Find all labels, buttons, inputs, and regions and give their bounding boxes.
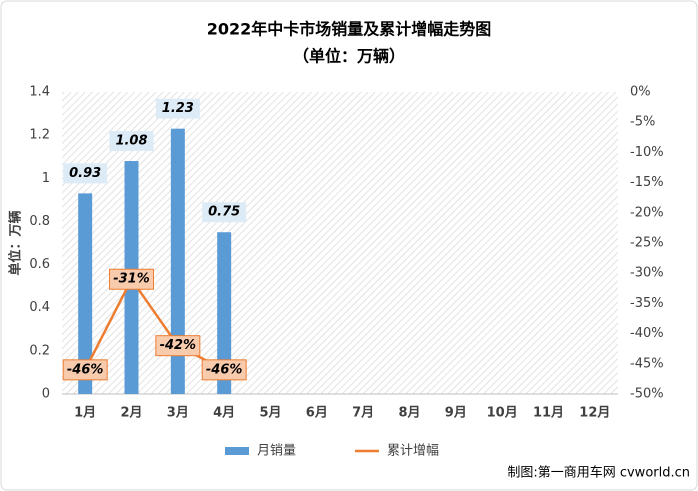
x-tick-label: 6月 xyxy=(306,406,328,421)
data-label: 1.23 xyxy=(162,101,194,116)
x-tick-label: 11月 xyxy=(533,406,564,421)
data-label-box xyxy=(202,202,247,223)
x-tick-label: 2月 xyxy=(120,406,142,421)
x-tick-label: 4月 xyxy=(213,406,235,421)
y-tick-label: 0 xyxy=(42,387,50,402)
x-tick-label: 10月 xyxy=(487,406,518,421)
source-note: 制图:第一商用车网 cvworld.cn xyxy=(507,465,690,481)
data-label: 1.08 xyxy=(115,134,147,149)
data-label: -46% xyxy=(67,362,104,377)
y2-tick-label: 0% xyxy=(630,85,651,100)
legend-label: 月销量 xyxy=(257,444,296,459)
x-tick-label: 12月 xyxy=(579,406,610,421)
y-tick-label: 0.2 xyxy=(29,343,50,358)
bar xyxy=(78,193,93,394)
y-tick-label: 0.8 xyxy=(29,214,50,229)
y-tick-label: 1 xyxy=(42,171,50,186)
y-axis-label: 单位：万辆 xyxy=(8,210,24,275)
data-label: -46% xyxy=(206,362,243,377)
data-label-box xyxy=(62,359,108,381)
y2-tick-label: -30% xyxy=(630,266,664,281)
line xyxy=(84,276,225,371)
x-tick-label: 9月 xyxy=(445,406,467,421)
x-tick-label: 3月 xyxy=(167,406,189,421)
y2-tick-label: -50% xyxy=(630,387,664,402)
y-tick-label: 0.4 xyxy=(29,300,50,315)
plot-area xyxy=(62,92,618,394)
legend-label: 累计增幅 xyxy=(387,444,439,459)
x-tick-label: 5月 xyxy=(259,406,281,421)
legend-swatch xyxy=(225,447,249,455)
data-label: -31% xyxy=(113,272,150,287)
x-tick-label: 7月 xyxy=(352,406,374,421)
x-tick-label: 8月 xyxy=(398,406,420,421)
bar xyxy=(170,128,185,394)
y2-tick-label: -15% xyxy=(630,175,664,190)
y-tick-label: 0.6 xyxy=(29,257,50,272)
y2-tick-label: -45% xyxy=(630,356,664,371)
y-tick-label: 1.4 xyxy=(29,85,50,100)
bar xyxy=(217,232,232,394)
data-label-box xyxy=(155,335,201,357)
x-tick-label: 1月 xyxy=(74,406,96,421)
data-label-box xyxy=(63,163,108,184)
chart-subtitle: （单位：万辆） xyxy=(293,47,405,66)
data-label-box xyxy=(155,98,200,119)
y2-tick-label: -10% xyxy=(630,145,664,160)
data-label: 0.75 xyxy=(208,205,240,220)
data-label-box xyxy=(109,131,154,152)
y2-tick-label: -40% xyxy=(630,326,664,341)
data-label-box xyxy=(109,268,154,290)
data-label: -42% xyxy=(160,338,197,353)
chart-title: 2022年中卡市场销量及累计增幅走势图 xyxy=(207,20,492,39)
data-label-box xyxy=(201,359,247,381)
y2-tick-label: -25% xyxy=(630,236,664,251)
y2-tick-label: -5% xyxy=(630,115,655,130)
y-tick-label: 1.2 xyxy=(29,128,50,143)
y2-tick-label: -35% xyxy=(630,296,664,311)
data-label: 0.93 xyxy=(69,166,101,181)
y2-tick-label: -20% xyxy=(630,205,664,220)
